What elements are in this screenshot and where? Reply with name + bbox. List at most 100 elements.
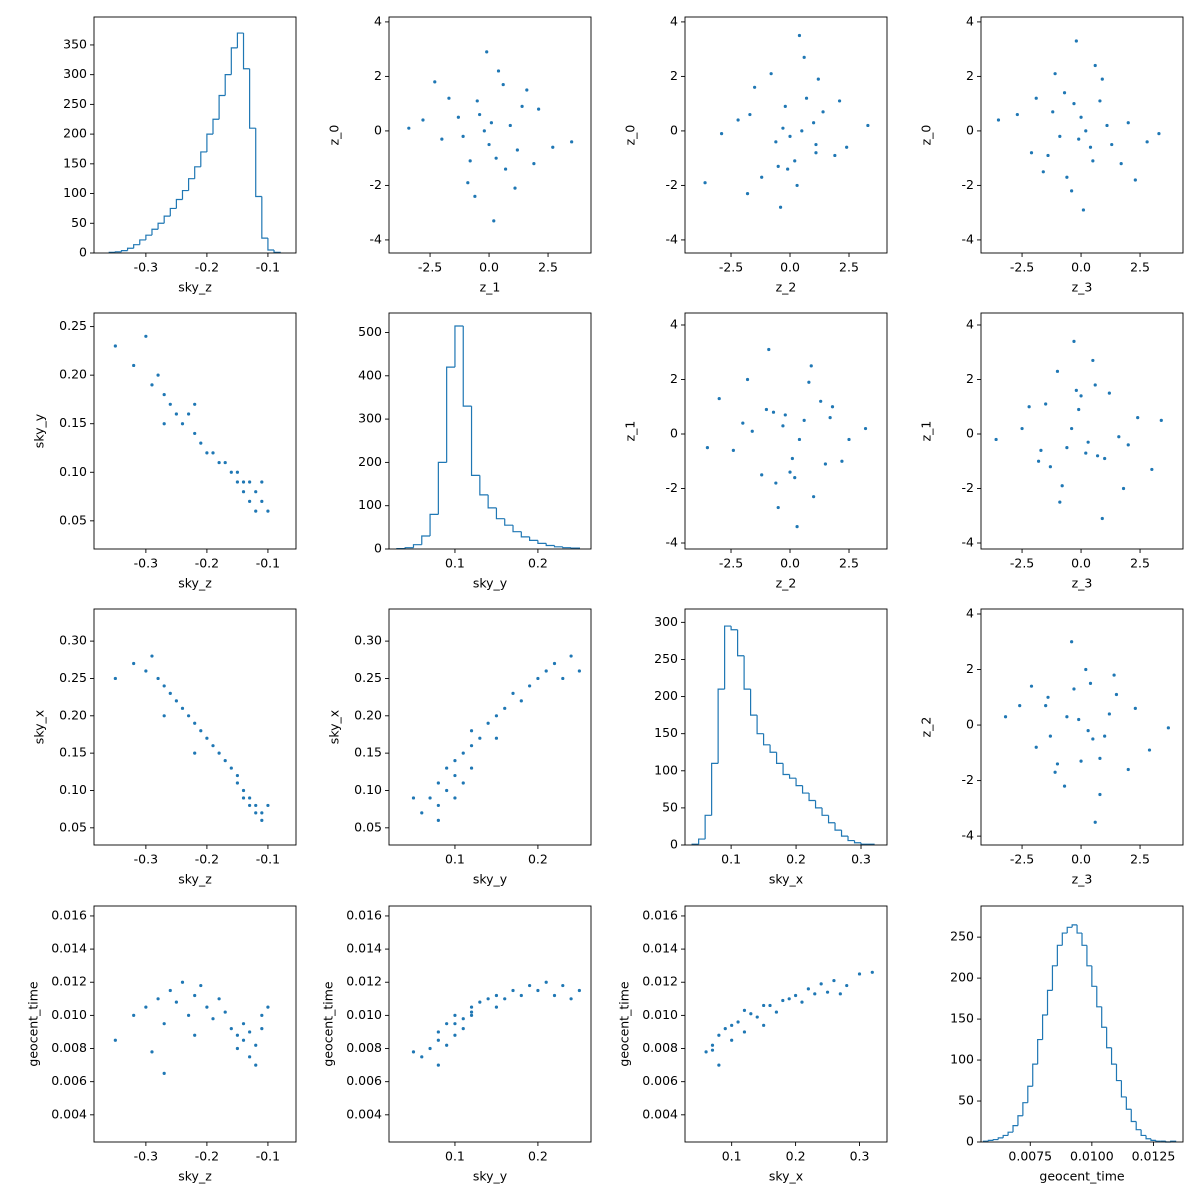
axes-frame [684,608,888,846]
y-tick-label: 50 [71,215,87,230]
point [433,80,437,84]
point [453,1033,457,1037]
y-tick-label: 300 [358,411,382,426]
x-tick-label: 0.1 [722,1149,742,1164]
y-tick-label: 0.012 [642,974,678,989]
axes-frame [388,608,592,846]
point [795,183,799,188]
point [1077,717,1081,722]
point [745,191,750,196]
y-tick-label: 50 [662,799,678,814]
x-tick-label: 2.5 [1130,852,1150,867]
point [428,1046,432,1051]
x-tick-label: -0.1 [256,852,280,867]
point [537,107,541,111]
axes-frame [93,312,297,550]
x-tick-label: 0.0 [780,260,800,275]
point [217,997,221,1001]
y-tick-label: 0.014 [642,941,678,956]
x-axis-label: z_2 [776,280,797,295]
y-tick-label: -4 [666,231,679,246]
point [819,399,823,403]
point [1036,459,1041,463]
y-tick-label: 0 [670,837,678,852]
point [211,744,215,748]
point [223,460,227,465]
hist-bin [788,774,797,779]
point [1150,467,1154,472]
hist-bin [730,626,738,631]
point [814,151,818,155]
point [1070,189,1074,193]
point [783,104,787,108]
point [520,104,524,108]
point [1048,465,1052,469]
hist-bin [1007,1131,1014,1136]
point [235,1046,240,1051]
y-tick-label: 0.008 [51,1040,87,1055]
y-tick-label: 50 [958,1093,974,1108]
point [570,140,574,144]
hist-bin [163,215,171,224]
hist-bin [487,494,497,509]
point [1081,208,1086,212]
y-tick-label: -4 [962,535,975,550]
point [199,441,203,445]
y-tick-label: 500 [358,324,382,339]
y-tick-label: 0 [374,541,382,556]
hist-bin [711,762,719,816]
point [260,818,264,822]
x-tick-label: -0.3 [134,1149,158,1164]
point [741,421,745,425]
hist-bin [717,688,725,764]
x-tick-label: 0.3 [850,1149,870,1164]
point [866,123,870,128]
point [223,1010,227,1014]
point [762,1003,766,1008]
point [1095,454,1100,458]
axes-frame [684,16,888,254]
hist-bin [1037,1038,1043,1065]
point [736,1020,740,1024]
point [793,993,798,998]
point [1133,706,1137,710]
point [793,476,797,480]
point [528,983,532,988]
point [1126,121,1130,125]
point [749,1012,753,1016]
point [1072,102,1076,106]
x-axis-label: sky_z [178,1169,212,1184]
point [1020,426,1024,431]
point [266,509,270,513]
point [544,669,548,673]
hist-bin [1125,1096,1132,1110]
point [552,661,557,666]
point [1086,440,1090,444]
hist-bin [775,752,784,764]
axes-frame [684,905,888,1143]
point [168,691,172,695]
point [478,736,482,740]
hist-bin [512,525,522,533]
point [193,993,197,998]
x-tick-label: 0.0 [479,260,499,275]
point [577,669,581,673]
point [1070,426,1074,431]
point [162,392,166,397]
x-tick-label: 0.0 [780,556,800,571]
point [436,1038,440,1042]
point [1100,77,1104,81]
hist-bin [479,475,489,496]
point [806,987,810,991]
hist-bin [801,785,810,794]
hist-bin [756,715,764,735]
x-tick-label: -0.1 [256,260,280,275]
x-tick-label: 0.0 [1071,852,1091,867]
hist-bin [236,32,244,48]
point [994,437,998,442]
hist-bin [242,33,250,70]
point [113,676,117,681]
hist-bin [1017,1115,1023,1126]
point [1091,159,1095,163]
x-axis-label: z_3 [1072,576,1093,591]
